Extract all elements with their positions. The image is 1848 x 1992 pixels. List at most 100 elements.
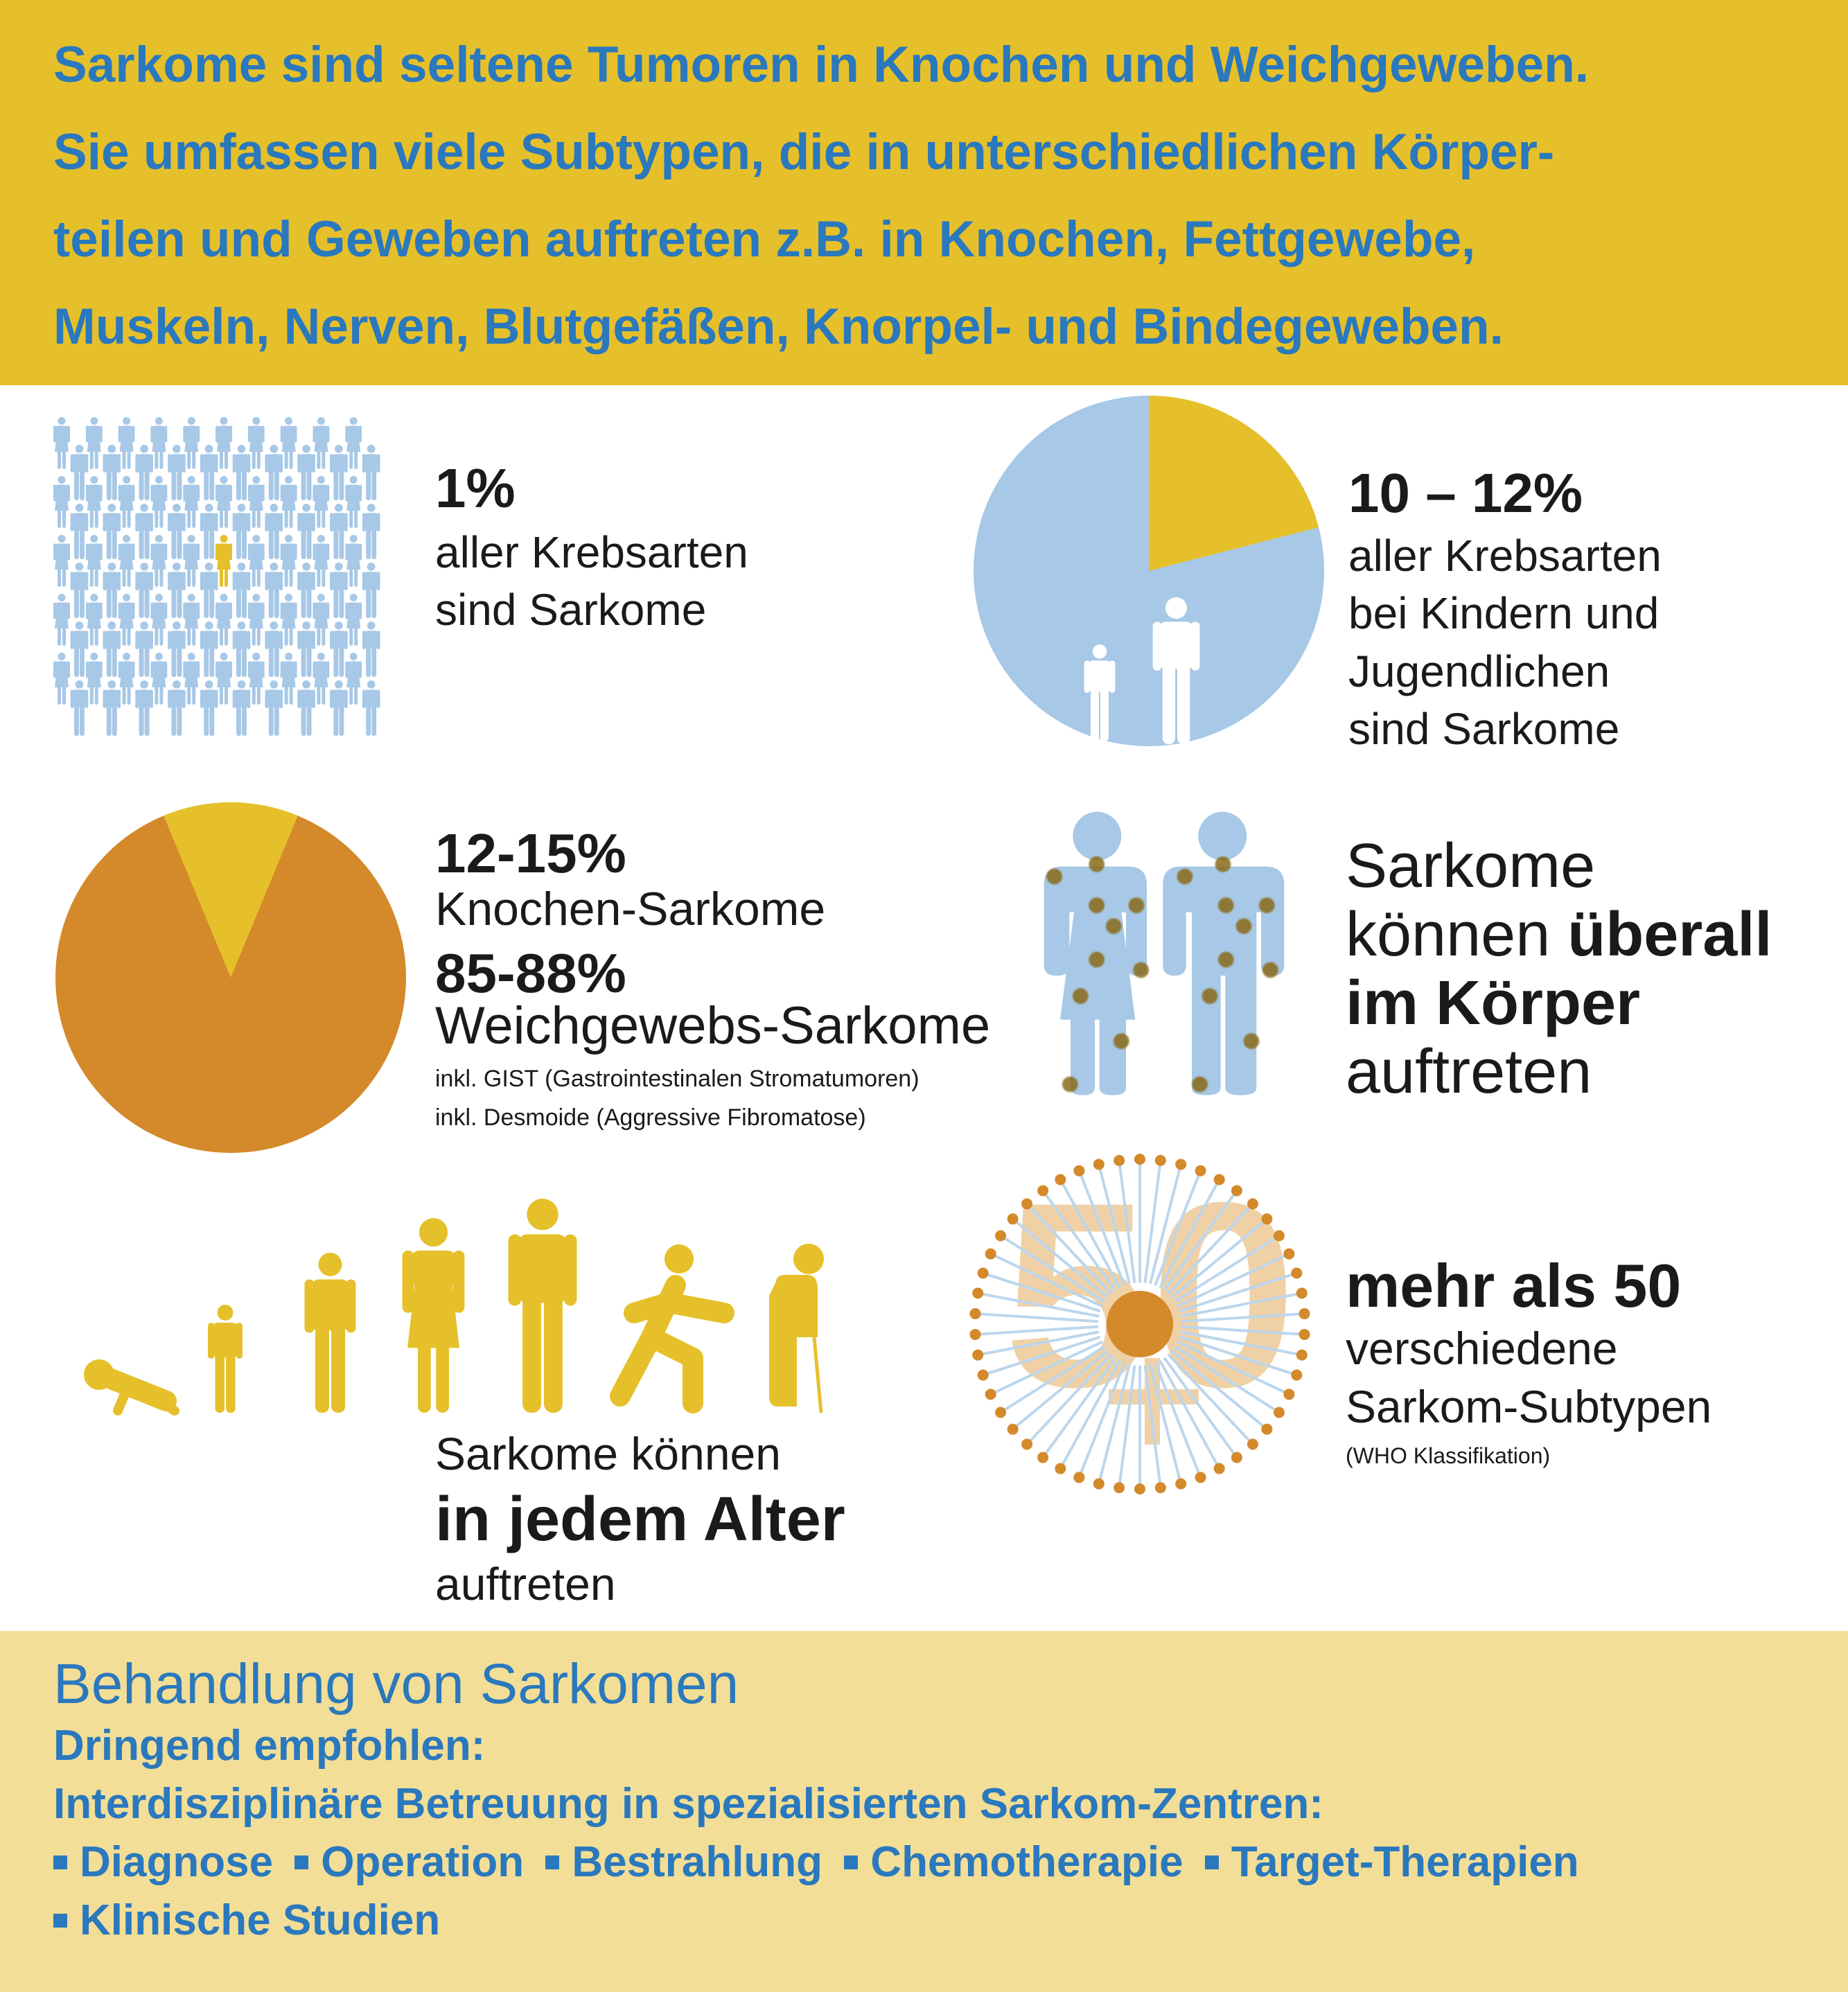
subtype-dot [977, 1369, 989, 1381]
tumor-spot [1089, 897, 1105, 913]
ray [1079, 1362, 1126, 1474]
ray [1003, 1345, 1106, 1412]
tumor-spot [1072, 988, 1089, 1004]
person-icon [265, 622, 283, 677]
subtype-dot [1261, 1213, 1273, 1225]
person-icon [70, 504, 89, 559]
bullet-icon [844, 1855, 859, 1869]
person-icon [247, 653, 265, 705]
person-icon [215, 417, 232, 469]
body-text: im Körper [1346, 969, 1641, 1038]
stat-children-value: 10 – 12% [1348, 462, 1583, 524]
person-icon [135, 445, 153, 500]
subtype-dot [1283, 1389, 1295, 1400]
person-icon [200, 445, 218, 500]
ray [1143, 1365, 1162, 1484]
person-icon [150, 594, 168, 646]
subtype-dot [1175, 1158, 1187, 1170]
person-icon [313, 535, 330, 587]
subtype-dot [1247, 1198, 1258, 1210]
person-icon [70, 622, 89, 677]
person-icon [53, 594, 70, 646]
person-icon [200, 563, 218, 618]
treatment-item: Target-Therapien [1231, 1838, 1579, 1886]
tumor-spot [1062, 1076, 1078, 1093]
subtype-dot [1273, 1407, 1285, 1418]
ray [994, 1254, 1103, 1308]
tumor-spot [1258, 897, 1275, 913]
subtype-dot [1134, 1154, 1145, 1165]
person-icon [297, 563, 315, 618]
ray [1167, 1206, 1251, 1295]
person-icon [330, 680, 348, 736]
age-text: Sarkome können [435, 1428, 781, 1479]
person-icon [362, 680, 380, 736]
person-icon [232, 504, 251, 559]
center-dot [1107, 1291, 1173, 1357]
treatment-item: Chemotherapie [870, 1838, 1183, 1886]
ray [1118, 1365, 1136, 1484]
person-icon [330, 622, 348, 677]
stat-children-label: bei Kindern und [1348, 588, 1660, 638]
subtype-dot [969, 1308, 981, 1320]
person-icon [85, 653, 103, 705]
bullet-icon [53, 1913, 67, 1928]
age-text: auftreten [435, 1558, 616, 1610]
ray [1179, 1273, 1294, 1313]
subtype-dot [995, 1230, 1007, 1242]
person-icon [70, 563, 89, 618]
subtype-dot [1134, 1483, 1145, 1495]
person-icon [330, 563, 348, 618]
person-icon [168, 622, 186, 677]
tumor-spot [1217, 897, 1234, 913]
subtype-dot [1296, 1287, 1308, 1299]
ray [1159, 1182, 1219, 1289]
person-icon [118, 653, 135, 705]
subtype-dot [1291, 1267, 1303, 1279]
treatment-section: Behandlung von Sarkomen Dringend empfohl… [0, 1631, 1848, 1992]
ray [1170, 1349, 1265, 1428]
person-icon [215, 653, 232, 705]
person-icon [168, 563, 186, 618]
tumor-spot [1105, 918, 1122, 934]
ray [1154, 1362, 1201, 1474]
soft-tissue-label: Weichgewebs-Sarkome [435, 996, 991, 1055]
man-icon [508, 1199, 577, 1413]
ray [1167, 1353, 1251, 1443]
ray [1181, 1325, 1301, 1336]
stat-1-percent: 1% [435, 457, 516, 519]
person-icon [330, 445, 348, 500]
ray [1028, 1206, 1113, 1295]
bullet-icon [53, 1855, 67, 1869]
person-icon [362, 563, 380, 618]
ray [1143, 1164, 1162, 1283]
ray [994, 1340, 1103, 1394]
subtype-dot [1037, 1185, 1049, 1197]
person-icon [362, 622, 380, 677]
subtype-dot [1231, 1185, 1242, 1197]
treatment-line: Interdisziplinäre Betreuung in spezialis… [53, 1780, 1323, 1828]
age-figures [84, 1199, 824, 1416]
person-icon [345, 476, 362, 528]
ray [1028, 1353, 1113, 1443]
person-icon [330, 504, 348, 559]
ray [1061, 1359, 1121, 1466]
person-icon [168, 445, 186, 500]
ray [1177, 1254, 1286, 1308]
subtypes-label: Sarkom-Subtypen [1346, 1381, 1712, 1432]
subtype-dot [972, 1349, 984, 1361]
subtype-dot [1007, 1423, 1019, 1435]
soft-tissue-value: 85-88% [435, 942, 626, 1004]
body-spots-figures [1044, 811, 1285, 1095]
person-icon [362, 445, 380, 500]
person-icon [103, 680, 121, 736]
person-icon [118, 476, 135, 528]
ray [1163, 1193, 1235, 1292]
ray [1181, 1312, 1301, 1323]
tumor-spot [1133, 962, 1149, 978]
ray [1044, 1357, 1117, 1455]
stat-1-label: aller Krebsarten [435, 527, 748, 577]
subtype-dot [1154, 1154, 1166, 1166]
subtype-dot [1114, 1154, 1125, 1166]
